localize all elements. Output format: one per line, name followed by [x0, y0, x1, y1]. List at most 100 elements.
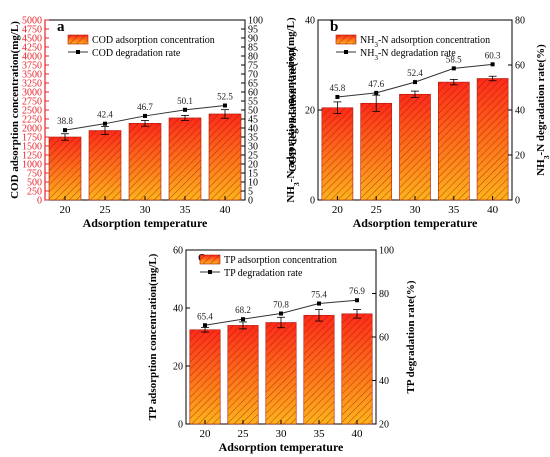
- left-axis-label: TP adsorption concentration(mg/L): [147, 253, 159, 420]
- panel-letter: b: [330, 19, 338, 35]
- legend-swatch-hatch: [336, 35, 356, 44]
- right-tick-label: 25: [248, 151, 258, 162]
- point-label: 52.4: [407, 68, 423, 78]
- bar-hatch: [129, 123, 161, 200]
- x-tick-label: 25: [238, 428, 250, 440]
- right-tick-label: 0: [248, 196, 253, 207]
- left-tick-label: 60: [173, 246, 183, 257]
- left-tick-label: 4750: [22, 25, 42, 36]
- right-tick-label: 35: [248, 133, 258, 144]
- right-axis-label: TP degradation rate(%): [405, 280, 417, 393]
- x-tick-label: 20: [332, 204, 344, 216]
- line-point: [183, 107, 187, 112]
- right-tick-label: 70: [248, 70, 258, 81]
- x-tick-label: 25: [100, 204, 112, 216]
- line-point: [413, 80, 417, 85]
- bar-hatch: [341, 313, 373, 424]
- line-point: [143, 113, 147, 118]
- left-tick-label: 2500: [22, 106, 42, 117]
- legend-swatch-marker: [76, 50, 80, 54]
- x-tick-label: 35: [180, 204, 192, 216]
- line-point: [103, 121, 107, 126]
- right-tick-label: 50: [248, 106, 258, 117]
- bar-hatch: [89, 130, 121, 200]
- left-tick-label: 0: [37, 196, 42, 207]
- left-tick-label: 0: [178, 420, 183, 431]
- right-tick-label: 95: [248, 25, 258, 36]
- panel-letter: a: [57, 19, 65, 35]
- left-tick-label: 1500: [22, 142, 42, 153]
- line-point: [335, 94, 340, 99]
- legend-label-bar: TP adsorption concentration: [224, 255, 337, 266]
- right-tick-label: 55: [248, 97, 258, 108]
- left-tick-label: 20: [173, 362, 183, 373]
- bar-hatch: [360, 103, 392, 200]
- x-tick-label: 30: [276, 428, 288, 440]
- point-label: 75.4: [311, 290, 327, 300]
- point-label: 42.4: [97, 110, 113, 120]
- left-tick-label: 3500: [22, 70, 42, 81]
- legend-label-line: COD degradation rate: [92, 48, 181, 59]
- left-tick-label: 40: [305, 16, 315, 27]
- right-tick-label: 90: [248, 34, 258, 45]
- left-tick-label: 750: [27, 169, 42, 180]
- right-axis-label: COD degradation rate(%): [287, 48, 299, 172]
- right-tick-label: 40: [379, 376, 389, 387]
- legend-label-bar: COD adsorption concentration: [92, 35, 215, 46]
- right-tick-label: 60: [248, 88, 258, 99]
- right-tick-label: 40: [248, 124, 258, 135]
- line-point: [355, 298, 359, 303]
- point-label: 70.8: [273, 300, 289, 310]
- bar-hatch: [399, 94, 431, 200]
- x-tick-label: 20: [200, 428, 212, 440]
- right-tick-label: 80: [248, 52, 258, 63]
- legend-label-line: TP degradation rate: [224, 268, 303, 279]
- point-label: 76.9: [349, 286, 365, 296]
- right-axis-label: NH3-N degradation rate(%): [535, 44, 550, 176]
- left-tick-label: 500: [27, 178, 42, 189]
- point-label: 47.6: [368, 79, 384, 89]
- point-label: 46.7: [137, 102, 153, 112]
- legend-swatch-marker: [344, 50, 348, 54]
- right-tick-label: 5: [248, 187, 253, 198]
- point-label: 50.1: [177, 96, 193, 106]
- legend-label-bar: NH3-N adsorption concentration: [360, 35, 490, 49]
- right-tick-label: 20: [379, 420, 389, 431]
- panel-c-chart: c65.468.270.875.476.90204060204060801002…: [147, 246, 417, 455]
- point-label: 38.8: [57, 116, 73, 126]
- line-point: [203, 323, 207, 328]
- x-tick-label: 30: [410, 204, 422, 216]
- line-point: [223, 103, 227, 108]
- right-tick-label: 80: [379, 289, 389, 300]
- point-label: 68.2: [235, 305, 251, 315]
- right-tick-label: 45: [248, 115, 258, 126]
- left-tick-label: 4250: [22, 43, 42, 54]
- left-tick-label: 1750: [22, 133, 42, 144]
- line-point: [279, 311, 283, 316]
- right-tick-label: 60: [515, 61, 525, 72]
- right-tick-label: 30: [248, 142, 258, 153]
- point-label: 58.5: [446, 54, 462, 64]
- right-tick-label: 20: [248, 160, 258, 171]
- right-tick-label: 60: [379, 333, 389, 344]
- x-tick-label: 40: [220, 204, 232, 216]
- line-point: [241, 317, 245, 322]
- left-tick-label: 3250: [22, 79, 42, 90]
- panel-a-chart: a38.842.446.750.1 52.50250500750100012501…: [9, 16, 299, 231]
- line-point: [451, 66, 456, 71]
- line-point: [317, 301, 321, 306]
- bar-hatch: [227, 325, 259, 424]
- left-tick-label: 4000: [22, 52, 42, 63]
- x-tick-label: 40: [487, 204, 499, 216]
- right-tick-label: 75: [248, 61, 258, 72]
- x-tick-label: 25: [371, 204, 383, 216]
- point-label: 45.8: [330, 83, 346, 93]
- left-tick-label: 20: [305, 106, 315, 117]
- left-tick-label: 250: [27, 187, 42, 198]
- left-tick-label: 0: [310, 196, 315, 207]
- point-label: 65.4: [197, 311, 213, 321]
- legend-swatch-marker: [208, 270, 212, 274]
- left-tick-label: 3750: [22, 61, 42, 72]
- bar-hatch: [438, 82, 470, 200]
- left-axis-label: NH3-N adsorption concentration(mg/L): [285, 17, 301, 203]
